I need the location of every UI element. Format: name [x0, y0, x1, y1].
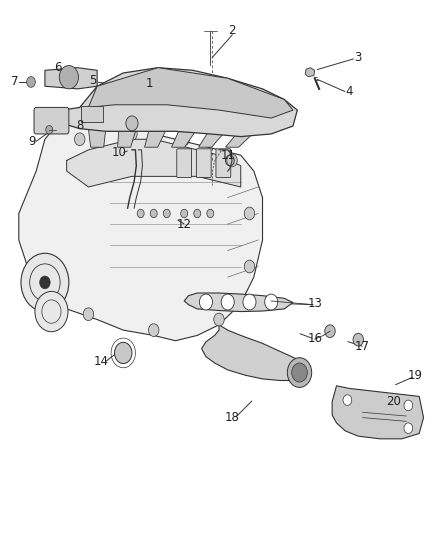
Text: 4: 4: [346, 85, 353, 98]
Polygon shape: [45, 68, 97, 89]
FancyBboxPatch shape: [196, 149, 211, 177]
Circle shape: [21, 253, 69, 312]
Circle shape: [244, 207, 254, 220]
Circle shape: [343, 395, 352, 406]
Text: 1: 1: [145, 77, 153, 90]
Circle shape: [148, 324, 159, 336]
Circle shape: [163, 209, 170, 217]
Circle shape: [46, 125, 53, 134]
Text: 2: 2: [228, 24, 236, 37]
Text: 13: 13: [307, 297, 322, 310]
Circle shape: [59, 66, 78, 89]
FancyBboxPatch shape: [81, 106, 103, 122]
FancyBboxPatch shape: [177, 149, 191, 177]
Text: 9: 9: [28, 135, 35, 148]
Polygon shape: [305, 68, 315, 77]
Polygon shape: [88, 68, 293, 118]
Circle shape: [221, 294, 234, 310]
Circle shape: [214, 313, 224, 326]
Circle shape: [265, 294, 278, 310]
Polygon shape: [145, 128, 167, 147]
Text: 11: 11: [220, 149, 235, 161]
Circle shape: [150, 209, 157, 217]
Circle shape: [126, 116, 138, 131]
Text: 17: 17: [355, 340, 370, 352]
Circle shape: [404, 423, 413, 433]
Circle shape: [137, 209, 144, 217]
Polygon shape: [117, 128, 136, 147]
Polygon shape: [88, 128, 106, 147]
Circle shape: [181, 209, 187, 217]
Polygon shape: [19, 108, 262, 341]
FancyBboxPatch shape: [34, 108, 69, 134]
Circle shape: [244, 260, 254, 273]
Text: 5: 5: [89, 75, 96, 87]
Text: 12: 12: [177, 217, 192, 231]
Text: 19: 19: [407, 369, 422, 382]
Text: 18: 18: [225, 411, 240, 424]
FancyBboxPatch shape: [216, 149, 231, 177]
Circle shape: [404, 400, 413, 411]
Circle shape: [83, 308, 94, 320]
Circle shape: [287, 358, 312, 387]
Text: 8: 8: [76, 119, 83, 133]
Polygon shape: [53, 68, 297, 136]
Circle shape: [292, 363, 307, 382]
Text: 10: 10: [111, 146, 126, 159]
Circle shape: [325, 325, 335, 337]
Polygon shape: [184, 293, 293, 312]
Circle shape: [115, 342, 132, 364]
Circle shape: [127, 127, 137, 140]
Polygon shape: [198, 128, 228, 147]
Polygon shape: [172, 128, 197, 147]
Circle shape: [199, 294, 212, 310]
Text: 6: 6: [54, 61, 62, 74]
Circle shape: [243, 294, 256, 310]
Circle shape: [227, 154, 237, 167]
Text: 16: 16: [307, 332, 322, 344]
Circle shape: [27, 77, 35, 87]
Polygon shape: [67, 139, 241, 187]
Polygon shape: [332, 386, 424, 439]
Polygon shape: [226, 128, 258, 147]
Circle shape: [40, 276, 50, 289]
Circle shape: [353, 333, 364, 346]
Circle shape: [207, 209, 214, 217]
Circle shape: [74, 133, 85, 146]
Text: 14: 14: [94, 356, 109, 368]
Circle shape: [35, 292, 68, 332]
Polygon shape: [201, 325, 306, 381]
Circle shape: [179, 133, 189, 146]
Text: 3: 3: [355, 51, 362, 63]
Circle shape: [194, 209, 201, 217]
Text: 7: 7: [11, 76, 18, 88]
Text: 20: 20: [385, 395, 400, 408]
